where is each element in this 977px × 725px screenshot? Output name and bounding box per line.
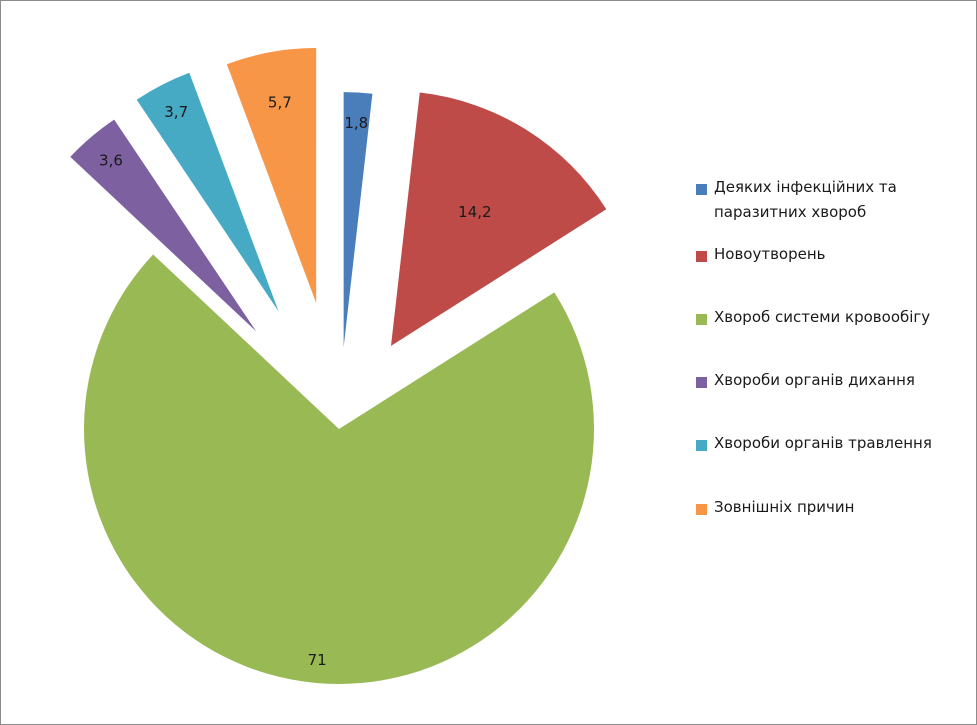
data-label-circulatory: 71 <box>308 651 327 669</box>
pie-slice-external <box>226 48 317 304</box>
legend-item-respiratory: Хвороби органів дихання <box>696 371 971 393</box>
legend-label: Новоутворень <box>714 245 826 263</box>
pie-slice-neoplasms <box>390 92 607 346</box>
data-label-infectious: 1,8 <box>344 114 368 132</box>
legend-label: Хвороби органів дихання <box>714 371 915 389</box>
legend-label: Хвороби органів травлення <box>714 434 932 452</box>
pie-chart: 1,8 14,2 71 3,6 3,7 5,7 <box>70 48 607 684</box>
legend-label: Деяких інфекційних та паразитних хвороб <box>714 178 897 221</box>
legend-item-digestive: Хвороби органів травлення <box>696 434 971 456</box>
legend-item-external: Зовнішніх причин <box>696 498 971 520</box>
data-label-digestive: 3,7 <box>164 103 188 121</box>
legend-swatch <box>696 314 707 325</box>
pie-slice-infectious <box>343 92 373 348</box>
data-label-neoplasms: 14,2 <box>458 203 491 221</box>
pie-slice-circulatory <box>84 254 595 684</box>
legend-swatch <box>696 504 707 515</box>
data-label-external: 5,7 <box>268 93 292 111</box>
pie-slice-respiratory <box>70 119 257 332</box>
data-label-respiratory: 3,6 <box>99 151 123 169</box>
legend-label: Хвороб системи кровообігу <box>714 308 931 326</box>
pie-slice-digestive <box>136 72 279 312</box>
legend-label: Зовнішніх причин <box>714 498 855 516</box>
legend-swatch <box>696 377 707 388</box>
legend-item-infectious: Деяких інфекційних та паразитних хвороб <box>696 178 971 225</box>
legend-swatch <box>696 184 707 195</box>
legend-item-neoplasms: Новоутворень <box>696 245 971 267</box>
legend-swatch <box>696 440 707 451</box>
legend-item-circulatory: Хвороб системи кровообігу <box>696 308 971 330</box>
legend-swatch <box>696 251 707 262</box>
